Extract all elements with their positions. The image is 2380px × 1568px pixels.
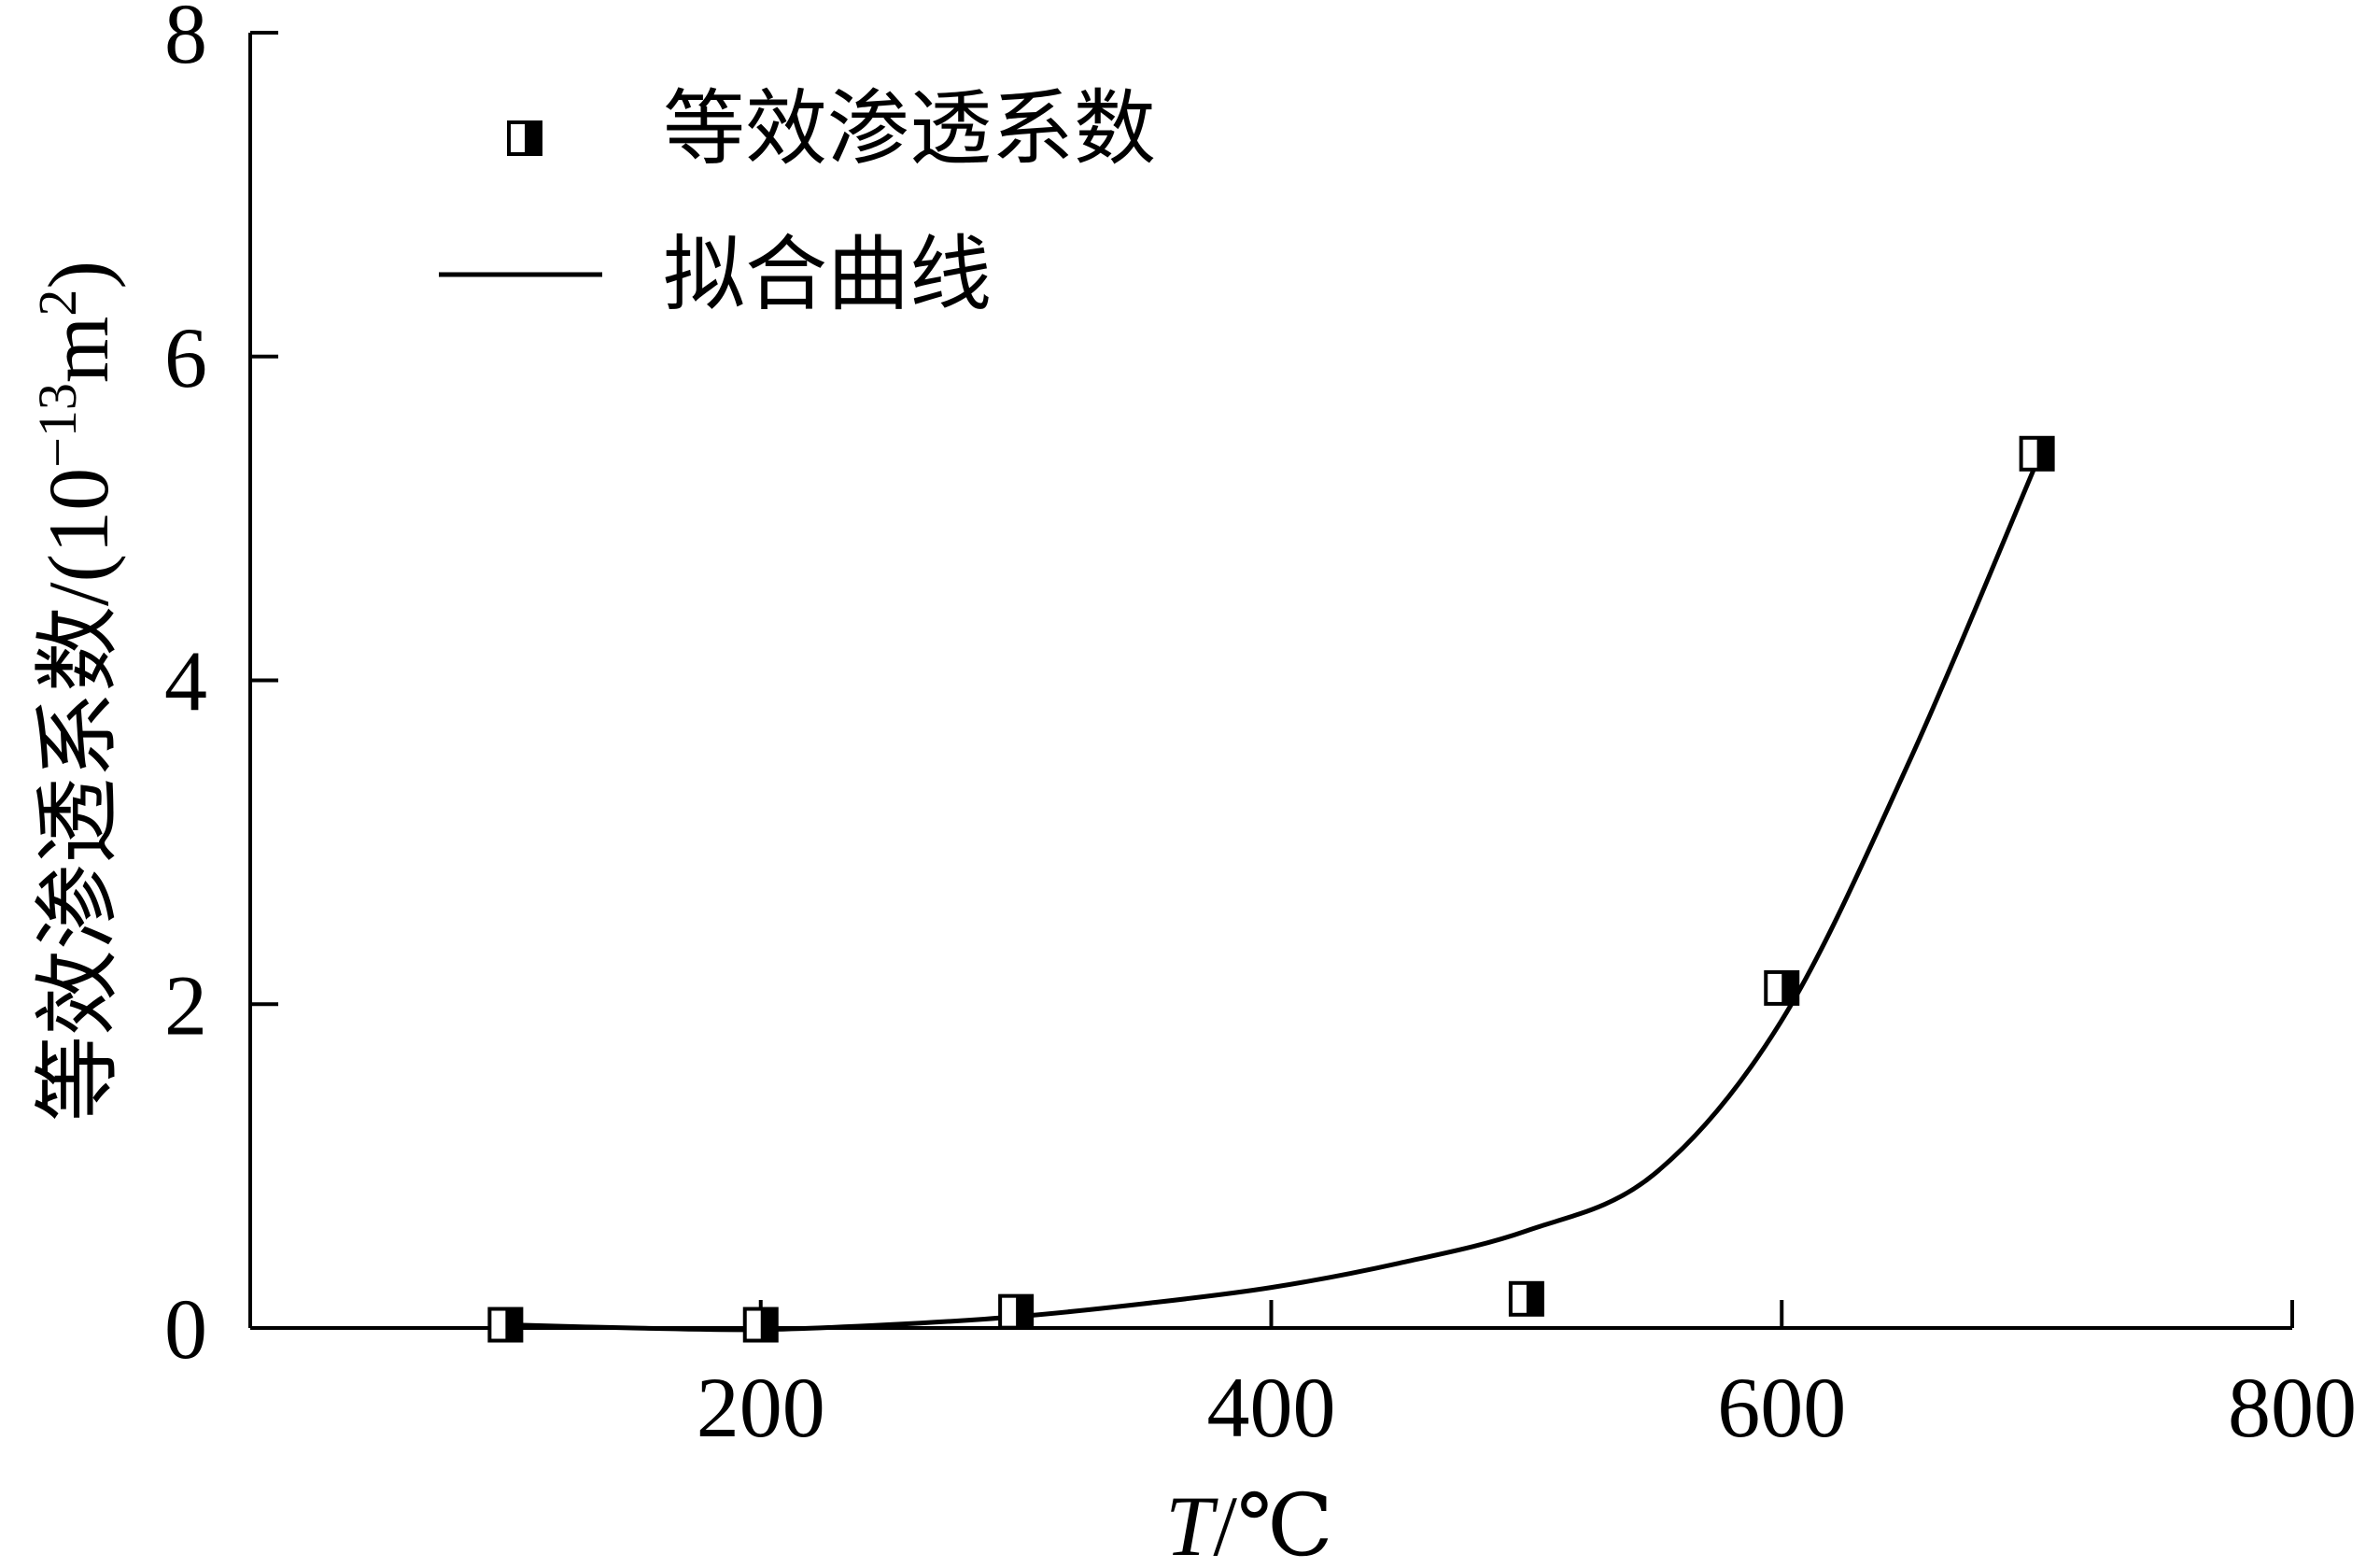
axes [248, 33, 2292, 1330]
y-tick-label: 0 [164, 1281, 207, 1377]
y-tick-label: 8 [164, 0, 207, 81]
legend-marker-measured [507, 120, 542, 156]
data-point [2019, 435, 2055, 472]
y-tick-label: 2 [164, 957, 207, 1052]
legend-label-fit: 拟合曲线 [663, 231, 992, 321]
data-point [742, 1307, 779, 1343]
data-point [998, 1293, 1035, 1330]
data-point [1508, 1280, 1544, 1317]
ticks [250, 31, 2294, 1330]
plot-area [487, 435, 2055, 1343]
data-point [1764, 969, 1800, 1006]
fit-curve [505, 460, 2039, 1333]
tick-labels: 200 400 600 800 0 2 4 6 8 [164, 0, 2357, 1455]
data-point [487, 1307, 524, 1343]
y-tick-label: 6 [164, 310, 207, 405]
x-tick-label: 800 [2228, 1360, 2357, 1455]
legend: 等效渗透系数 拟合曲线 [439, 85, 1156, 321]
y-axis-title: 等效渗透系数/(10−13m2) [27, 261, 126, 1122]
x-tick-label: 200 [697, 1360, 825, 1455]
y-tick-label: 4 [164, 634, 207, 729]
x-axis-title: T/℃ [1165, 1478, 1333, 1568]
x-tick-label: 600 [1717, 1360, 1846, 1455]
x-tick-label: 400 [1207, 1360, 1336, 1455]
legend-label-measured: 等效渗透系数 [663, 85, 1156, 176]
